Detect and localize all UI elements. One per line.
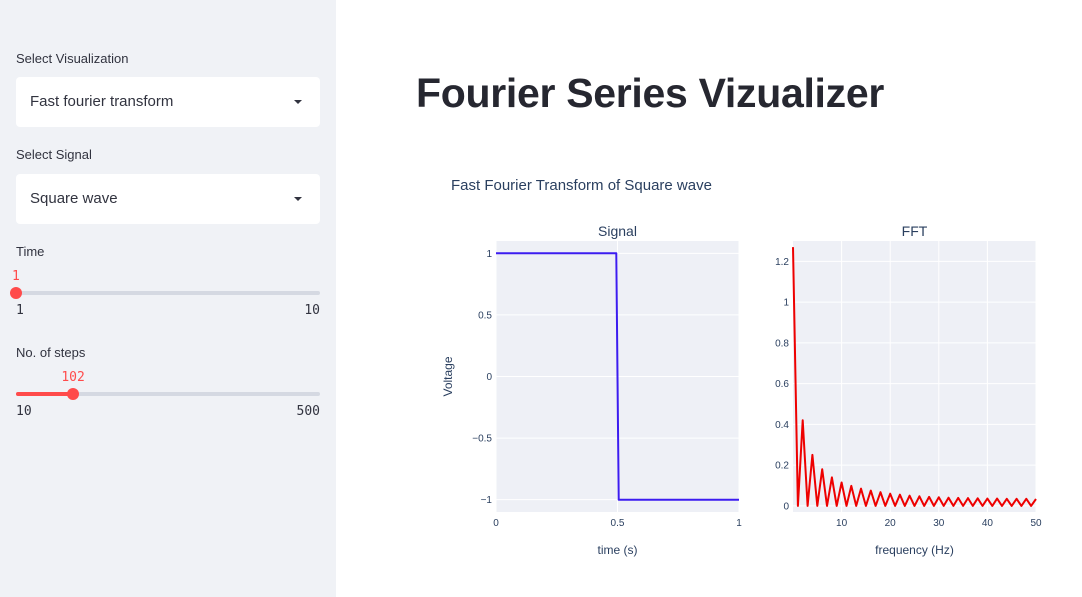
y-tick-label: 0.5 [478, 310, 492, 321]
y-axis-label: Voltage [441, 356, 455, 396]
time-slider[interactable]: 1 1 10 [10, 269, 320, 325]
y-tick-label: 0.6 [775, 379, 789, 390]
slider-track [16, 291, 320, 295]
visualization-label: Select Visualization [16, 51, 129, 66]
slider-thumb[interactable] [67, 388, 80, 400]
y-tick-label: −1 [481, 495, 493, 506]
y-tick-label: 0 [783, 501, 789, 512]
x-tick-label: 30 [933, 518, 945, 529]
x-axis-label: time (s) [598, 543, 638, 557]
slider-track [16, 392, 320, 396]
slider-thumb[interactable] [10, 287, 22, 299]
signal-label: Select Signal [16, 147, 92, 162]
steps-slider[interactable]: 102 10 500 [16, 370, 320, 426]
y-tick-label: 0.2 [775, 461, 789, 472]
subplot-title: Signal [598, 223, 637, 239]
x-tick-label: 20 [885, 518, 897, 529]
x-tick-label: 0.5 [611, 518, 625, 529]
subplot-title: FFT [902, 223, 928, 239]
x-axis-label: frequency (Hz) [875, 543, 954, 557]
fft-line [792, 247, 1037, 507]
y-tick-label: 1 [486, 249, 492, 260]
figure-title: Fast Fourier Transform of Square wave [451, 177, 712, 194]
slider-fill [16, 392, 74, 396]
slider-max-label: 500 [296, 404, 320, 419]
visualization-select-value: Fast fourier transform [30, 93, 174, 110]
x-tick-label: 0 [493, 518, 499, 529]
x-tick-label: 40 [982, 518, 994, 529]
y-tick-label: 1.2 [775, 257, 789, 268]
y-tick-label: −0.5 [472, 434, 492, 445]
time-label: Time [16, 244, 45, 259]
y-tick-label: 0.8 [775, 338, 789, 349]
visualization-select[interactable]: Fast fourier transform [16, 77, 320, 127]
page-title: Fourier Series Vizualizer [416, 70, 885, 116]
chevron-down-icon [294, 197, 302, 201]
slider-max-label: 10 [304, 303, 320, 318]
y-tick-label: 0.4 [775, 420, 789, 431]
x-tick-label: 10 [836, 518, 848, 529]
signal-line [496, 252, 739, 501]
x-tick-label: 1 [736, 518, 742, 529]
signal-select-value: Square wave [30, 190, 118, 207]
y-tick-label: 0 [486, 372, 492, 383]
signal-select[interactable]: Square wave [16, 174, 320, 224]
slider-current-value: 102 [61, 370, 85, 385]
sidebar: Select Visualization Fast fourier transf… [0, 0, 336, 597]
steps-label: No. of steps [16, 345, 86, 360]
y-tick-label: 1 [783, 298, 789, 309]
plot-area [793, 241, 1036, 512]
slider-current-value: 1 [12, 269, 20, 284]
slider-min-label: 1 [16, 303, 24, 318]
x-tick-label: 50 [1030, 518, 1042, 529]
chevron-down-icon [294, 100, 302, 104]
slider-min-label: 10 [16, 404, 32, 419]
